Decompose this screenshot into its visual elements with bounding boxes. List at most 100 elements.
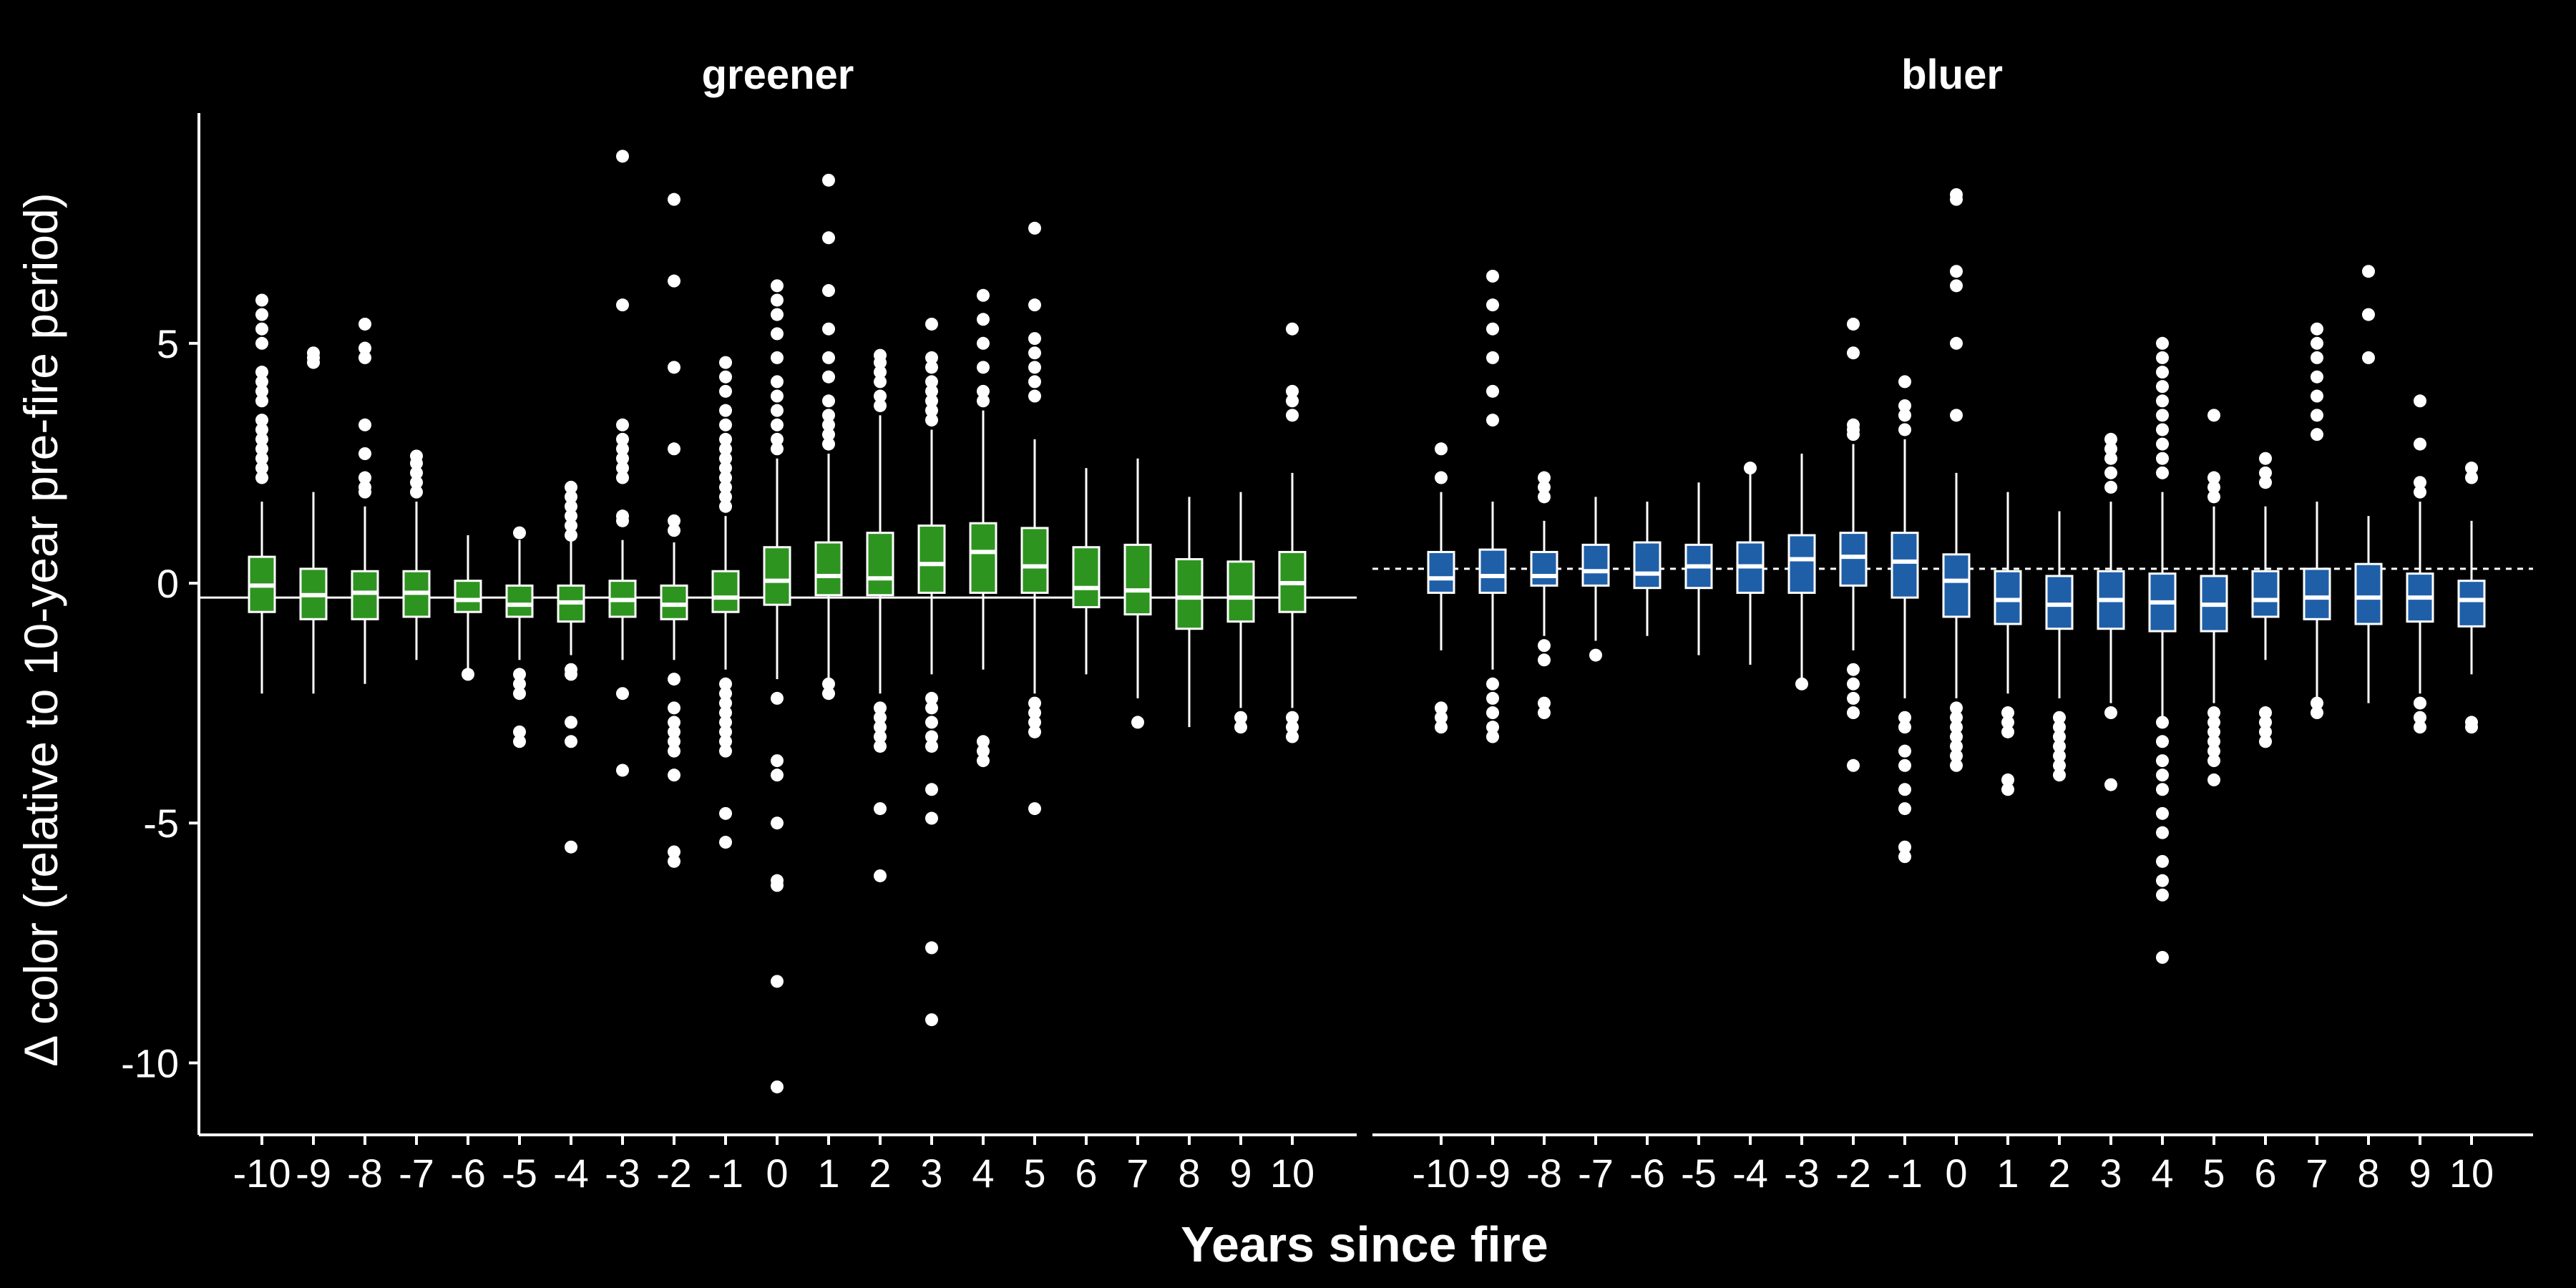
outlier-point [513, 526, 526, 540]
outlier-point [1435, 721, 1448, 734]
outlier-point [822, 687, 835, 701]
outlier-point [2207, 490, 2220, 504]
outlier-point [2156, 950, 2169, 964]
outlier-point [616, 471, 629, 484]
outlier-point [513, 735, 526, 748]
x-tick-label: 9 [1229, 1151, 1252, 1196]
outlier-point [1538, 653, 1551, 667]
box-bluer-10 [2457, 462, 2486, 734]
x-tick-label: -10 [1413, 1151, 1470, 1196]
x-axis-title: Years since fire [1181, 1216, 1548, 1272]
outlier-point [2362, 265, 2375, 278]
box-greener--4 [557, 480, 585, 854]
outlier-point [1486, 721, 1499, 734]
outlier-point [1847, 677, 1860, 691]
outlier-point [1028, 389, 1041, 403]
outlier-point [2311, 370, 2323, 384]
outlier-point [1898, 423, 1911, 436]
outlier-point [822, 284, 835, 298]
outlier-point [977, 754, 990, 768]
outlier-point [874, 375, 887, 389]
y-axis-title: Δ color (relative to 10-year pre-fire pe… [14, 192, 67, 1067]
x-tick-label: -3 [1784, 1151, 1820, 1196]
outlier-point [2053, 721, 2066, 734]
box-bluer-4 [2148, 336, 2177, 964]
outlier-point [2156, 826, 2169, 839]
outlier-point [1286, 711, 1299, 724]
outlier-point [2156, 394, 2169, 408]
box-bluer-0 [1942, 187, 1971, 772]
outlier-point [2104, 442, 2117, 456]
outlier-point [1435, 442, 1448, 456]
outlier-point [358, 447, 371, 460]
box-iqr [1123, 543, 1152, 616]
outlier-point [719, 471, 732, 484]
x-tick-label: -2 [656, 1151, 692, 1196]
box-iqr [1994, 570, 2022, 625]
outlier-point [410, 476, 423, 489]
outlier-point [719, 370, 732, 384]
outlier-point [668, 673, 680, 686]
outlier-point [925, 701, 938, 715]
outlier-point [2156, 806, 2169, 820]
outlier-point [1028, 221, 1041, 235]
x-tick-label: 6 [1075, 1151, 1097, 1196]
outlier-point [2414, 696, 2426, 710]
outlier-point [822, 231, 835, 245]
outlier-point [668, 725, 680, 738]
outlier-point [719, 432, 732, 446]
outlier-point [2053, 758, 2066, 772]
outlier-point [2207, 716, 2220, 729]
outlier-point [1950, 749, 1963, 763]
x-tick-label: 7 [1126, 1151, 1148, 1196]
box-greener-1 [814, 173, 843, 701]
outlier-point [771, 389, 784, 403]
outlier-point [771, 691, 784, 705]
outlier-point [565, 668, 577, 681]
box-iqr [969, 522, 997, 594]
box-bluer-2 [2045, 511, 2074, 782]
box-bluer-9 [2406, 394, 2434, 734]
outlier-point [616, 150, 629, 163]
outlier-point [1028, 361, 1041, 374]
outlier-point [616, 763, 629, 777]
outlier-point [771, 442, 784, 456]
x-tick-label: 2 [869, 1151, 891, 1196]
outlier-point [771, 351, 784, 364]
outlier-point [2156, 754, 2169, 768]
outlier-point [2414, 394, 2426, 408]
y-tick-label: -5 [143, 801, 179, 846]
outlier-point [822, 351, 835, 364]
outlier-point [1898, 711, 1911, 724]
outlier-point [2053, 711, 2066, 724]
outlier-point [1538, 471, 1551, 484]
outlier-point [719, 404, 732, 417]
outlier-point [771, 879, 784, 892]
outlier-point [358, 351, 371, 364]
outlier-point [2156, 769, 2169, 782]
box-iqr [2354, 562, 2383, 625]
outlier-point [1486, 677, 1499, 691]
box-iqr [1478, 548, 1507, 594]
box-bluer--7 [1581, 497, 1610, 662]
x-tick-label: 5 [1023, 1151, 1045, 1196]
x-tick-label: -7 [1578, 1151, 1614, 1196]
outlier-point [1898, 721, 1911, 734]
outlier-point [771, 279, 784, 293]
x-tick-label: 1 [1996, 1151, 2019, 1196]
outlier-point [1486, 730, 1499, 743]
box-greener--6 [454, 535, 482, 681]
box-iqr [351, 570, 379, 620]
box-greener--10 [248, 293, 276, 694]
outlier-point [1486, 691, 1499, 705]
x-tick-label: -8 [347, 1151, 383, 1196]
outlier-point [2104, 778, 2117, 791]
outlier-point [977, 744, 990, 758]
outlier-point [822, 322, 835, 336]
outlier-point [668, 845, 680, 859]
box-bluer--1 [1890, 375, 1919, 864]
outlier-point [668, 514, 680, 527]
outlier-point [2207, 773, 2220, 786]
outlier-point [2207, 725, 2220, 738]
